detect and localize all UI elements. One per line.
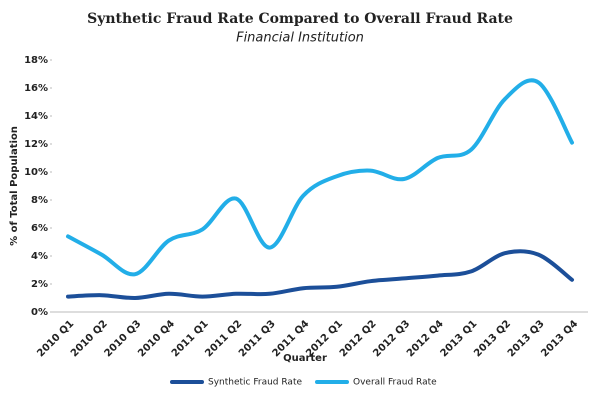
series-line xyxy=(66,249,574,301)
legend-label: Synthetic Fraud Rate xyxy=(208,378,302,388)
y-tick-label: 12% xyxy=(24,139,48,150)
x-axis-label: Quarter xyxy=(283,353,327,364)
y-tick-label: 18% xyxy=(24,55,48,66)
y-tick-label: 2% xyxy=(31,279,48,290)
y-tick-label: 16% xyxy=(24,83,48,94)
y-tick-label: 14% xyxy=(24,111,48,122)
legend-label: Overall Fraud Rate xyxy=(353,378,437,388)
y-tick-label: 8% xyxy=(31,195,48,206)
series-line xyxy=(66,78,574,277)
y-tick-label: 6% xyxy=(31,223,48,234)
chart-title: Synthetic Fraud Rate Compared to Overall… xyxy=(87,11,513,27)
chart-subtitle: Financial Institution xyxy=(236,31,364,46)
y-tick-label: 0% xyxy=(31,307,48,318)
y-tick-label: 10% xyxy=(24,167,48,178)
y-axis-label: % of Total Population xyxy=(9,126,20,246)
x-tick-label: 2013 Q4 xyxy=(539,318,580,359)
y-tick-label: 4% xyxy=(31,251,48,262)
